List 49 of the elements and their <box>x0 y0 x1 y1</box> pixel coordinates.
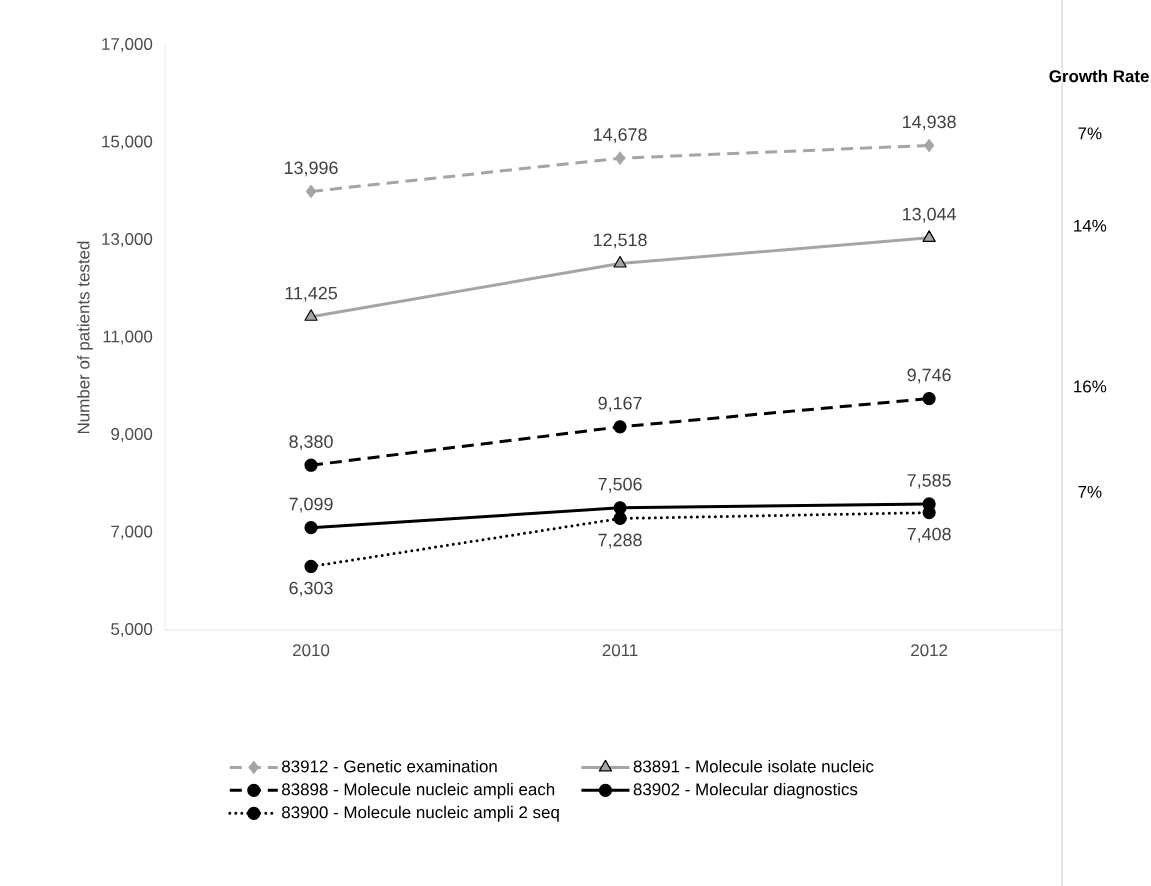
y-tick-label: 7,000 <box>111 525 153 540</box>
legend-label: 83900 - Molecule nucleic ampli 2 seq <box>282 805 559 822</box>
y-tick-label: 13,000 <box>102 232 153 247</box>
point <box>613 501 627 515</box>
data-label: 14,938 <box>903 115 956 131</box>
point <box>304 521 318 535</box>
data-label: 9,746 <box>907 368 951 384</box>
y-tick-label: 11,000 <box>103 330 153 345</box>
point <box>922 392 936 406</box>
data-label: 9,167 <box>598 396 642 412</box>
data-label: 6,303 <box>289 581 333 597</box>
y-tick-label: 15,000 <box>102 135 153 150</box>
data-label: 7,408 <box>907 527 951 543</box>
data-label: 11,425 <box>285 286 338 302</box>
text: 16% <box>1074 380 1107 393</box>
x-tick-label: 2011 <box>602 644 638 657</box>
point <box>613 511 627 526</box>
data-label: 13,996 <box>284 161 338 177</box>
data-label: 7,585 <box>907 473 951 489</box>
point <box>613 255 627 268</box>
data-label: 13,044 <box>903 207 957 223</box>
annotation: Growth Rate <box>1049 69 1149 83</box>
point <box>304 559 318 574</box>
y-tick-label: 9,000 <box>111 427 153 442</box>
data-label: 7,099 <box>289 497 333 513</box>
data-label: 7,288 <box>598 533 642 549</box>
legend-label: 83912 - Genetic examination <box>282 759 497 773</box>
legend-label: 83902 - Molecular diagnostics <box>633 782 858 799</box>
y-axis-title: Number of patients tested <box>77 241 93 434</box>
data-label: 14,678 <box>594 128 647 144</box>
text: 14% <box>1074 219 1107 232</box>
data-label: 12,518 <box>594 233 647 249</box>
legend-label: 83891 - Molecule isolate nucleic <box>633 759 874 773</box>
x-tick-label: 2012 <box>911 644 948 657</box>
y-tick-label: 5,000 <box>111 622 153 637</box>
point <box>614 151 626 165</box>
point <box>304 309 318 321</box>
point <box>613 420 627 434</box>
x-tick-label: 2010 <box>293 644 330 657</box>
legend-label: 83898 - Molecule nucleic ampli each <box>282 782 555 799</box>
y-tick-label: 17,000 <box>102 37 153 52</box>
text: 7% <box>1078 127 1102 140</box>
point <box>924 138 935 153</box>
point <box>305 184 317 199</box>
point <box>304 458 318 472</box>
data-label: 7,506 <box>598 477 642 493</box>
data-label: 8,380 <box>289 435 333 451</box>
point <box>922 230 936 242</box>
text: 7% <box>1078 485 1102 498</box>
